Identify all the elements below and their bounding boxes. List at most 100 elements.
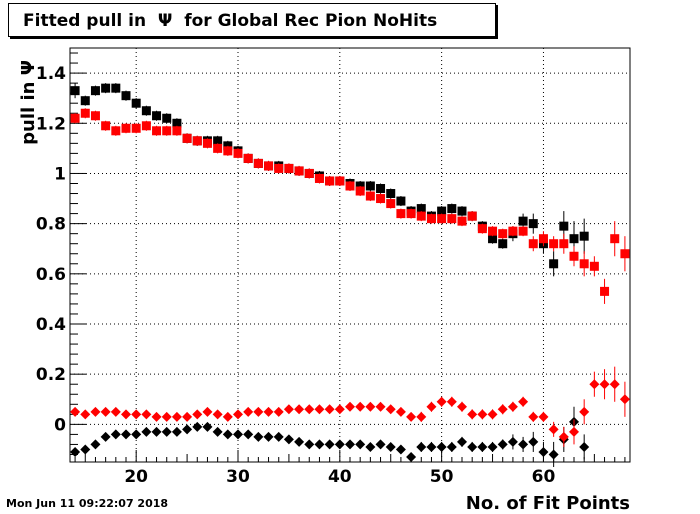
data-point-square: [416, 211, 426, 221]
data-point-diamond: [263, 406, 274, 417]
data-point-diamond: [212, 409, 223, 420]
data-point-square: [457, 206, 467, 216]
data-point-diamond: [253, 431, 264, 442]
data-point-diamond: [538, 446, 549, 457]
data-point-diamond: [609, 379, 620, 390]
data-point-diamond: [141, 426, 152, 437]
data-point-square: [447, 204, 457, 214]
x-axis-title: No. of Fit Points: [466, 493, 630, 514]
data-point-diamond: [385, 441, 396, 452]
data-point-square: [101, 121, 111, 131]
data-point-diamond: [375, 439, 386, 450]
data-point-diamond: [100, 406, 111, 417]
data-point-diamond: [233, 409, 243, 420]
data-point-diamond: [406, 411, 417, 422]
data-point-square: [559, 239, 569, 249]
data-point-square: [396, 196, 406, 206]
data-point-diamond: [283, 434, 294, 445]
data-point-diamond: [90, 439, 101, 450]
data-point-diamond: [538, 411, 549, 422]
data-point-square: [70, 86, 80, 96]
data-point-square: [518, 216, 528, 226]
data-point-square: [365, 191, 375, 201]
data-point-diamond: [528, 411, 539, 422]
x-tick-label: 30: [226, 467, 250, 487]
data-point-square: [437, 214, 447, 224]
data-point-diamond: [294, 404, 305, 415]
data-point-diamond: [233, 429, 243, 440]
data-point-diamond: [365, 401, 376, 412]
data-point-square: [426, 214, 436, 224]
data-point-square: [620, 249, 630, 259]
data-point-diamond: [212, 426, 223, 437]
data-point-diamond: [457, 401, 467, 412]
data-point-diamond: [222, 411, 233, 422]
data-point-square: [70, 113, 80, 123]
data-point-square: [528, 219, 538, 229]
data-point-square: [152, 111, 162, 121]
data-point-square: [213, 136, 223, 146]
data-point-square: [579, 259, 589, 269]
data-point-diamond: [436, 441, 447, 452]
data-point-square: [518, 226, 528, 236]
data-point-square: [549, 239, 559, 249]
data-point-square: [569, 251, 579, 261]
y-tick-label: 0: [54, 415, 66, 435]
data-point-diamond: [131, 409, 142, 420]
data-point-square: [437, 206, 447, 216]
data-point-square: [131, 98, 141, 108]
data-point-square: [141, 121, 151, 131]
data-point-diamond: [406, 451, 417, 462]
data-point-square: [488, 234, 498, 244]
data-point-diamond: [304, 404, 315, 415]
y-tick-label: 0.8: [36, 215, 66, 235]
data-point-square: [365, 181, 375, 191]
data-point-diamond: [100, 431, 111, 442]
data-point-square: [314, 173, 324, 183]
data-point-diamond: [182, 411, 193, 422]
grid-lines: [70, 48, 630, 462]
data-point-diamond: [457, 436, 467, 447]
data-point-diamond: [253, 406, 264, 417]
data-point-diamond: [477, 409, 488, 420]
data-point-square: [90, 86, 100, 96]
data-point-square: [569, 234, 579, 244]
data-point-square: [80, 108, 90, 118]
data-point-diamond: [446, 396, 457, 407]
data-point-square: [559, 221, 569, 231]
data-point-square: [131, 123, 141, 133]
data-point-diamond: [507, 436, 518, 447]
data-point-diamond: [467, 441, 478, 452]
data-point-square: [447, 214, 457, 224]
data-point-diamond: [518, 439, 529, 450]
data-point-square: [396, 209, 406, 219]
data-point-square: [172, 118, 182, 128]
data-point-square: [589, 261, 599, 271]
data-point-diamond: [182, 424, 193, 435]
data-point-square: [386, 199, 396, 209]
y-tick-label: 1.4: [36, 64, 66, 84]
data-point-diamond: [589, 379, 600, 390]
data-point-diamond: [579, 406, 590, 417]
data-point-diamond: [110, 429, 121, 440]
data-point-diamond: [497, 439, 508, 450]
data-point-diamond: [375, 401, 386, 412]
data-point-diamond: [243, 406, 254, 417]
data-point-diamond: [558, 431, 569, 442]
data-point-square: [233, 148, 243, 158]
data-point-diamond: [334, 439, 345, 450]
data-point-square: [345, 181, 355, 191]
data-point-diamond: [70, 406, 81, 417]
data-point-square: [213, 143, 223, 153]
data-point-diamond: [487, 409, 498, 420]
x-tick-label: 40: [328, 467, 352, 487]
data-point-diamond: [283, 404, 294, 415]
data-point-square: [101, 83, 111, 93]
data-point-square: [528, 239, 538, 249]
data-point-diamond: [436, 396, 447, 407]
data-point-square: [243, 153, 253, 163]
data-point-square: [579, 231, 589, 241]
data-point-square: [264, 161, 274, 171]
x-tick-label: 20: [124, 467, 148, 487]
